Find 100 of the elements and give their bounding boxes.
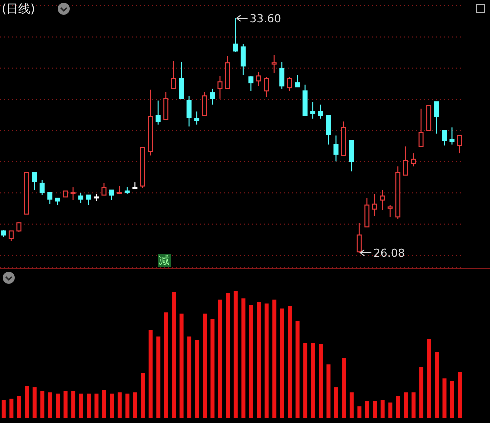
bar: [435, 352, 439, 418]
bar: [25, 386, 30, 418]
candlestick: [86, 194, 92, 206]
chart-title: (日线): [2, 1, 36, 18]
candlestick: [70, 187, 76, 201]
candlestick: [310, 102, 316, 120]
candlestick: [380, 190, 386, 211]
bar: [342, 358, 346, 418]
candlestick: [356, 222, 362, 254]
candlestick: [418, 108, 424, 148]
bar: [10, 398, 14, 418]
candlestick: [372, 194, 378, 217]
bar: [326, 364, 331, 418]
candlestick: [218, 76, 223, 100]
bar: [164, 312, 168, 418]
candlestick: [132, 182, 138, 190]
bar: [141, 374, 146, 418]
bar: [188, 336, 192, 418]
candlestick: [109, 190, 114, 201]
candlestick: [48, 192, 53, 205]
candlestick: [403, 146, 408, 176]
bar: [133, 392, 138, 418]
candlestick: [171, 60, 176, 90]
bar: [458, 372, 462, 418]
candlestick: [326, 115, 331, 146]
bar: [396, 396, 400, 418]
bar: [350, 392, 354, 418]
bar: [110, 394, 114, 418]
bar: [311, 343, 316, 418]
candlestick: [8, 230, 14, 242]
bar: [210, 318, 215, 418]
candlestick: [411, 153, 416, 168]
bar: [412, 392, 416, 418]
bar: [404, 392, 408, 418]
bar: [118, 392, 122, 418]
candlestick: [434, 102, 440, 134]
bar: [304, 343, 308, 418]
candlestick: [233, 18, 238, 53]
candlestick: [450, 127, 455, 146]
candlestick: [16, 222, 22, 233]
bar: [32, 388, 37, 418]
bar: [79, 394, 84, 418]
bar: [172, 292, 176, 418]
bar: [388, 402, 393, 418]
bar: [257, 302, 262, 418]
candlestick: [457, 135, 462, 154]
candlestick: [186, 96, 192, 128]
candlestick: [156, 100, 161, 126]
bar: [180, 314, 184, 418]
candlestick: [179, 62, 184, 100]
bar: [226, 294, 230, 418]
candlestick: [295, 74, 300, 88]
candlestick: [40, 180, 45, 196]
bar: [264, 304, 269, 418]
candlestick: [280, 62, 285, 90]
bar: [373, 401, 378, 418]
annotation: 26.08: [374, 247, 406, 260]
bar: [365, 401, 370, 418]
candlestick: [194, 111, 200, 126]
bar: [420, 367, 424, 418]
bar: [272, 300, 277, 418]
bar: [427, 339, 432, 418]
bar: [48, 392, 52, 418]
bar: [64, 391, 68, 418]
bar: [102, 390, 106, 418]
bar: [296, 321, 300, 418]
candlestick: [32, 172, 38, 191]
annotation: 减: [158, 254, 171, 267]
bar: [334, 388, 338, 418]
bar: [249, 304, 254, 418]
bar: [17, 396, 22, 418]
candlestick: [248, 76, 254, 92]
bar: [288, 306, 292, 418]
candlestick: [210, 88, 215, 106]
annotation: 33.60: [250, 12, 282, 26]
bar: [380, 400, 385, 418]
bar: [234, 291, 238, 418]
candlestick: [264, 76, 270, 98]
candlestick: [78, 192, 84, 204]
bar: [319, 344, 323, 418]
bar: [450, 381, 454, 418]
bar: [203, 314, 207, 418]
bar: [218, 300, 222, 418]
candlestick: [349, 140, 354, 172]
bar: [148, 330, 153, 418]
candlestick: [364, 198, 370, 228]
bar: [94, 394, 99, 418]
candlestick: [256, 72, 262, 87]
bar: [242, 298, 246, 418]
candlestick: [442, 130, 447, 146]
bar: [442, 378, 447, 418]
bar: [280, 308, 284, 418]
bar: [358, 406, 362, 418]
bar: [40, 391, 45, 418]
candlestick: [102, 182, 107, 196]
candlestick: [334, 135, 339, 162]
bar: [126, 394, 130, 418]
bar: [56, 394, 60, 418]
candlestick: [287, 76, 292, 92]
bar: [156, 336, 161, 418]
